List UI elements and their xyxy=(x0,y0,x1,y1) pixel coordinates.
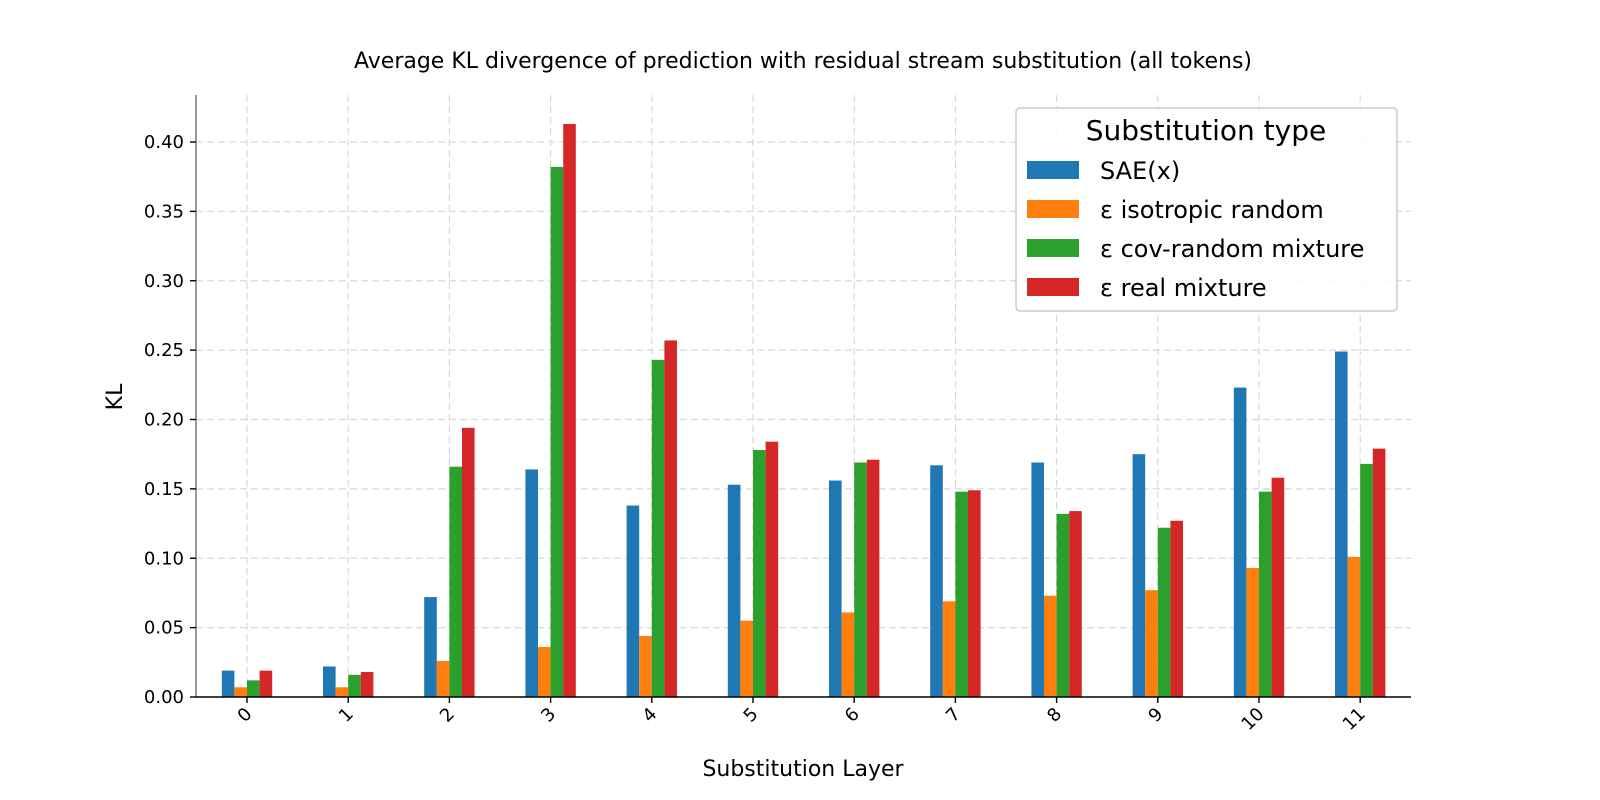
x-tick-label: 9 xyxy=(1144,704,1167,727)
x-tick-label: 0 xyxy=(234,704,257,727)
bar-real-layer-10 xyxy=(1271,477,1285,697)
y-tick-label: 0.25 xyxy=(144,340,184,361)
x-tick-label: 10 xyxy=(1237,704,1268,735)
legend-swatch xyxy=(1027,200,1079,218)
bar-real-layer-8 xyxy=(1069,511,1082,697)
x-tick-label: 7 xyxy=(942,704,965,727)
legend-label: SAE(x) xyxy=(1100,157,1180,185)
bar-real-layer-9 xyxy=(1170,520,1183,697)
x-tick-label: 4 xyxy=(638,704,661,727)
x-tick-label: 2 xyxy=(436,704,459,727)
bar-cov-random-layer-5 xyxy=(753,450,766,697)
legend-swatch xyxy=(1027,161,1079,179)
bar-isotropic-layer-11 xyxy=(1347,556,1361,697)
y-tick-label: 0.35 xyxy=(144,201,184,222)
chart-title: Average KL divergence of prediction with… xyxy=(354,49,1252,74)
bar-sae-layer-3 xyxy=(525,469,538,697)
bar-cov-random-layer-4 xyxy=(651,359,665,697)
x-ticks: 0 1 2 3 4 5 6 7 8 9 10 11 xyxy=(234,697,1370,735)
axes xyxy=(195,95,1411,698)
bar-cov-random-layer-1 xyxy=(348,674,361,697)
bar-real-layer-4 xyxy=(664,340,677,697)
bar-real-layer-11 xyxy=(1372,448,1386,697)
y-tick-label: 0.20 xyxy=(144,410,184,431)
bar-sae-layer-0 xyxy=(221,670,235,697)
y-axis-label: KL xyxy=(103,383,128,410)
y-tick-label: 0.00 xyxy=(144,687,184,708)
legend-label: ε real mixture xyxy=(1100,274,1267,302)
bar-sae-layer-11 xyxy=(1335,351,1348,697)
bar-real-layer-2 xyxy=(462,427,475,697)
bar-isotropic-layer-2 xyxy=(436,660,450,697)
x-tick-label: 3 xyxy=(537,704,560,727)
bar-sae-layer-5 xyxy=(727,484,741,697)
bars xyxy=(221,123,1386,698)
bar-isotropic-layer-4 xyxy=(639,635,652,697)
bar-cov-random-layer-7 xyxy=(955,491,968,697)
legend-label: ε isotropic random xyxy=(1100,196,1324,224)
bar-real-layer-5 xyxy=(765,441,779,697)
y-tick-label: 0.40 xyxy=(144,132,184,153)
bar-cov-random-layer-11 xyxy=(1360,463,1373,697)
bar-cov-random-layer-2 xyxy=(449,466,462,697)
bar-sae-layer-6 xyxy=(829,480,842,697)
x-tick-label: 6 xyxy=(841,704,864,727)
bar-isotropic-layer-6 xyxy=(841,612,855,697)
bar-isotropic-layer-1 xyxy=(335,687,349,697)
bar-isotropic-layer-8 xyxy=(1044,595,1057,697)
x-tick-label: 1 xyxy=(335,704,358,727)
y-tick-label: 0.10 xyxy=(144,548,184,569)
bar-cov-random-layer-0 xyxy=(247,680,260,697)
bar-isotropic-layer-7 xyxy=(942,601,956,697)
bar-isotropic-layer-5 xyxy=(740,620,753,697)
bar-sae-layer-9 xyxy=(1132,454,1146,697)
bar-isotropic-layer-10 xyxy=(1246,567,1259,697)
y-tick-label: 0.30 xyxy=(144,271,184,292)
bar-cov-random-layer-6 xyxy=(854,462,867,697)
legend-frame xyxy=(1015,107,1398,312)
bar-cov-random-layer-8 xyxy=(1056,513,1070,697)
y-tick-label: 0.15 xyxy=(144,479,184,500)
x-tick-label: 5 xyxy=(740,704,763,727)
bar-isotropic-layer-3 xyxy=(538,647,551,697)
bar-sae-layer-1 xyxy=(323,666,336,697)
y-tick-label: 0.05 xyxy=(144,618,184,639)
legend-title: Substitution type xyxy=(1086,114,1326,147)
bar-real-layer-3 xyxy=(563,123,576,697)
bar-cov-random-layer-3 xyxy=(550,166,564,698)
bar-isotropic-layer-0 xyxy=(234,687,247,697)
y-ticks: 0.00 0.05 0.10 0.15 0.20 0.25 0.30 0.35 0.40 xyxy=(144,132,196,708)
bar-sae-layer-4 xyxy=(626,505,640,697)
bar-isotropic-layer-9 xyxy=(1145,590,1158,697)
legend-swatch xyxy=(1027,278,1079,296)
x-tick-label: 8 xyxy=(1043,704,1066,727)
bar-real-layer-1 xyxy=(360,672,374,697)
bar-sae-layer-2 xyxy=(424,597,437,697)
bar-real-layer-6 xyxy=(866,459,880,697)
bar-sae-layer-10 xyxy=(1233,387,1247,697)
x-tick-label: 11 xyxy=(1339,704,1370,735)
legend-swatch xyxy=(1027,239,1079,257)
bar-real-layer-7 xyxy=(968,490,981,697)
bar-cov-random-layer-9 xyxy=(1157,527,1171,697)
bar-sae-layer-7 xyxy=(930,465,943,697)
bar-sae-layer-8 xyxy=(1031,462,1044,697)
legend: Substitution type SAE(x) ε isotropic rand… xyxy=(1015,107,1398,312)
bar-cov-random-layer-10 xyxy=(1259,491,1272,697)
x-axis-label: Substitution Layer xyxy=(702,757,904,782)
legend-label: ε cov-random mixture xyxy=(1100,235,1364,263)
bar-real-layer-0 xyxy=(259,670,273,697)
